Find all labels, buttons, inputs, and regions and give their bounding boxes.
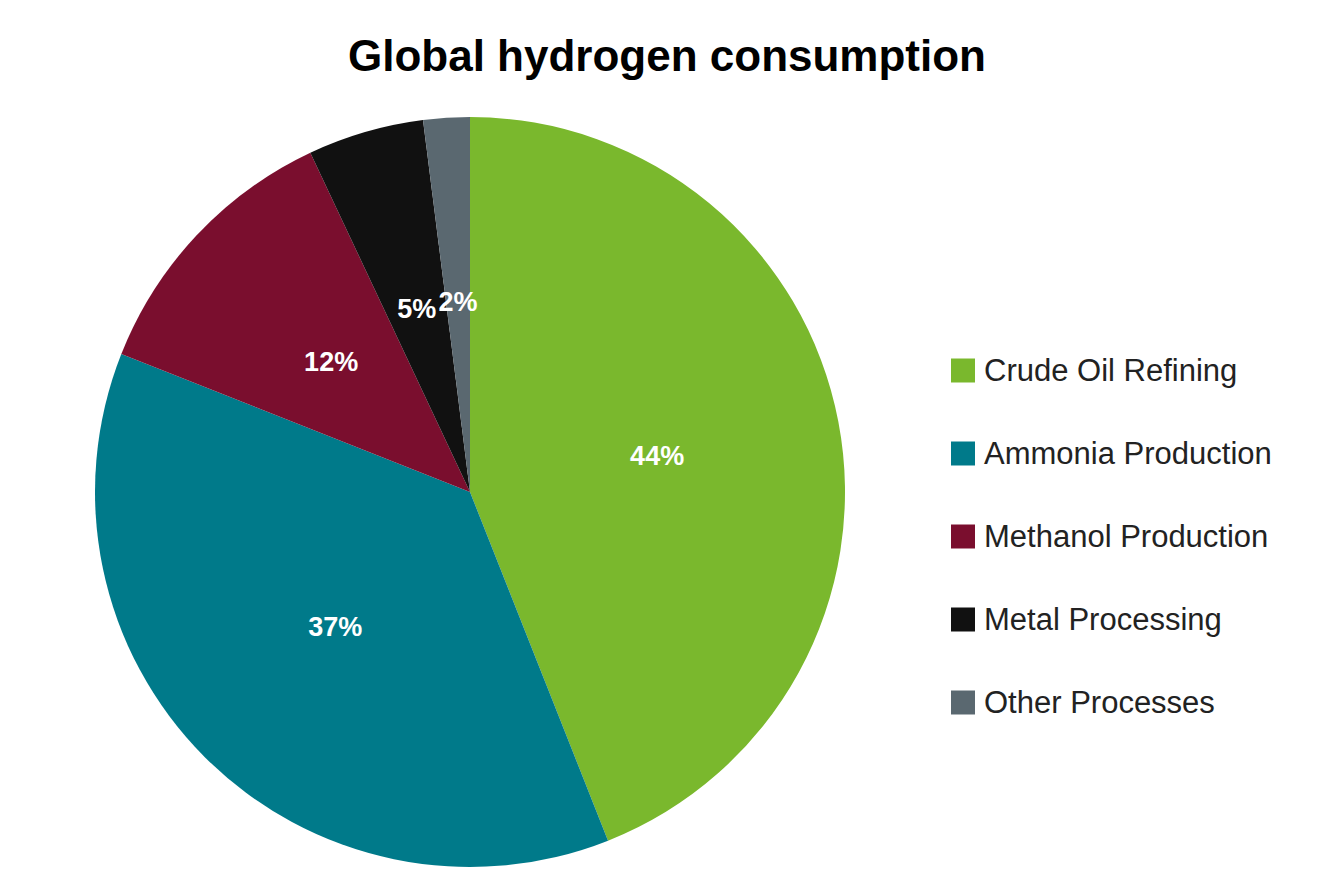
svg-text:Global hydrogen consumption: Global hydrogen consumption <box>348 31 986 80</box>
svg-text:Crude Oil Refining: Crude Oil Refining <box>984 353 1237 388</box>
svg-text:5%: 5% <box>397 294 436 324</box>
svg-text:Metal Processing: Metal Processing <box>984 602 1222 637</box>
svg-text:12%: 12% <box>304 347 358 377</box>
svg-text:Methanol Production: Methanol Production <box>984 519 1268 554</box>
svg-text:37%: 37% <box>308 612 362 642</box>
svg-text:2%: 2% <box>439 287 478 317</box>
svg-text:Ammonia Production: Ammonia Production <box>984 436 1272 471</box>
svg-text:Other Processes: Other Processes <box>984 685 1215 720</box>
svg-text:44%: 44% <box>630 441 684 471</box>
